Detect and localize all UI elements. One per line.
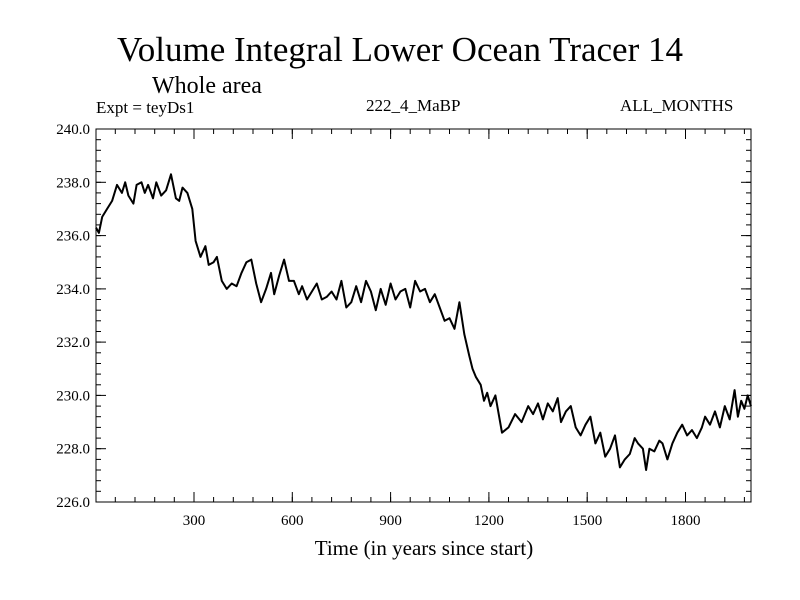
y-tick-label: 226.0 (56, 495, 90, 511)
axis-tick-labels: 300 600 900 1200 1500 1800 226.0 228.0 230.0 232.… (56, 122, 700, 529)
axis-ticks (96, 128, 751, 503)
experiment-label: Expt = teyDs1 (96, 98, 195, 117)
y-tick-label: 228.0 (56, 442, 90, 458)
x-tick-label: 300 (183, 513, 206, 529)
chart-subtitle: Whole area (152, 73, 262, 99)
series-line (95, 173, 752, 471)
chart-title: Volume Integral Lower Ocean Tracer 14 (117, 30, 683, 69)
series-group (95, 173, 752, 471)
x-tick-label: 1500 (572, 513, 602, 529)
y-tick-label: 240.0 (56, 122, 90, 138)
plot-frame (95, 128, 752, 503)
x-tick-label: 900 (379, 513, 402, 529)
y-tick-label: 236.0 (56, 229, 90, 245)
x-tick-label: 600 (281, 513, 304, 529)
x-axis-label: Time (in years since start) (315, 536, 534, 560)
run-label: 222_4_MaBP (366, 96, 461, 115)
y-tick-label: 232.0 (56, 335, 90, 351)
x-tick-label: 1800 (671, 513, 701, 529)
y-tick-label: 238.0 (56, 175, 90, 191)
y-tick-label: 234.0 (56, 282, 90, 298)
y-tick-label: 230.0 (56, 388, 90, 404)
x-tick-label: 1200 (474, 513, 504, 529)
months-label: ALL_MONTHS (620, 96, 734, 115)
